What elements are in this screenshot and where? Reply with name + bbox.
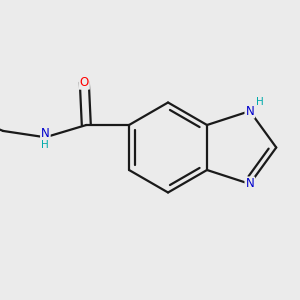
Text: N: N	[41, 127, 50, 140]
Text: O: O	[80, 76, 89, 89]
Text: N: N	[245, 177, 254, 190]
Text: H: H	[256, 97, 264, 107]
Text: N: N	[245, 105, 254, 118]
Text: H: H	[41, 140, 49, 150]
